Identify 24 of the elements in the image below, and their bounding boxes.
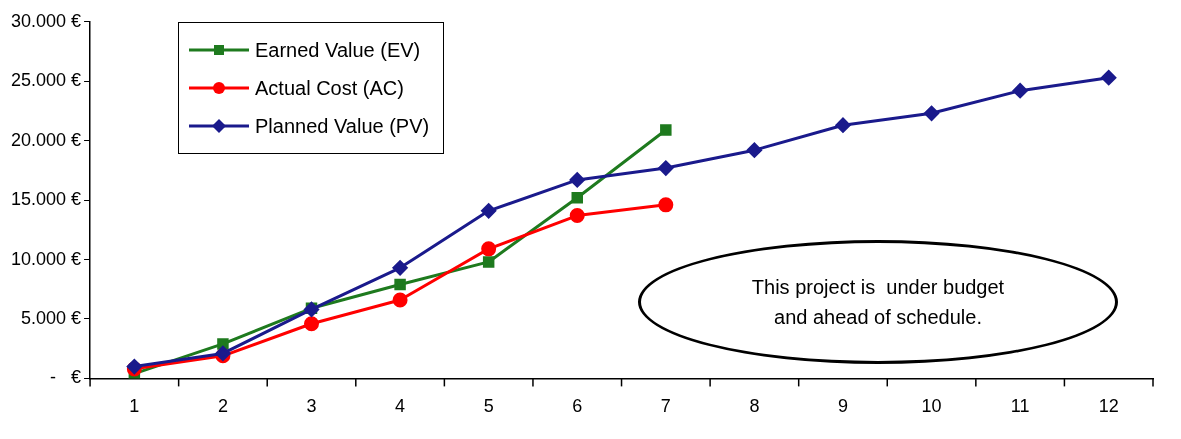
y-tick-label: 15.000 € [10,189,82,210]
x-tick-label: 9 [837,396,848,417]
x-tick-label: 1 [129,396,140,417]
x-tick-label: 2 [217,396,228,417]
legend-label: Earned Value (EV) [255,38,421,63]
x-tick-label: 4 [395,396,406,417]
x-tick-label: 12 [1098,396,1119,417]
x-tick-label: 6 [572,396,583,417]
x-tick-label: 10 [921,396,942,417]
annotation: This project is under budget and ahead of schedule. [750,275,1006,330]
y-tick-label: - € [50,367,82,388]
y-tick-label: 20.000 € [10,129,82,150]
y-tick-label: 30.000 € [10,10,82,31]
x-tick-label: 5 [483,396,494,417]
x-tick-label: 7 [660,396,671,417]
y-tick-label: 5.000 € [21,307,82,328]
y-tick-label: 25.000 € [10,70,82,91]
y-tick-label: 10.000 € [10,248,82,269]
x-tick-label: 3 [306,396,317,417]
x-tick-label: 8 [749,396,760,417]
legend-label: Planned Value (PV) [255,114,430,139]
ellipse-outline: This project is under budget and ahead of schedule. [638,240,1118,364]
x-tick-label: 11 [1010,396,1030,417]
legend-label: Actual Cost (AC) [255,76,404,101]
